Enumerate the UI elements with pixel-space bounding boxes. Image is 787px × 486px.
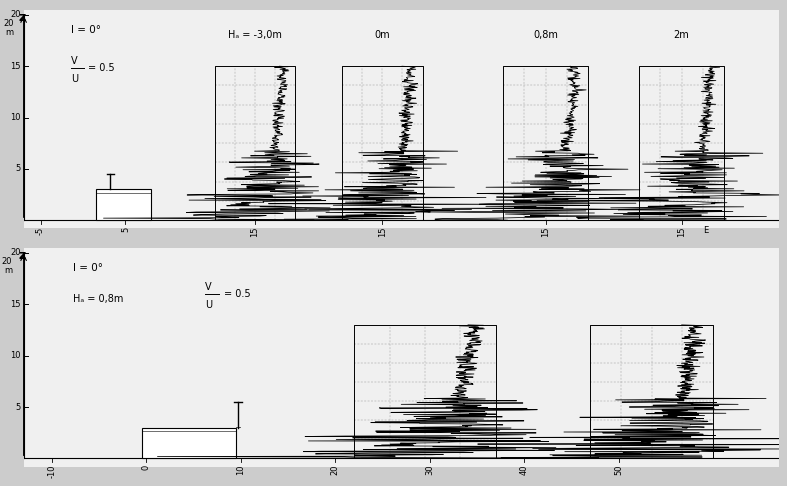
Text: 40: 40 [519,465,529,475]
Text: E: E [703,226,708,235]
Text: 15: 15 [677,226,686,237]
Text: U: U [71,74,78,85]
Text: 15: 15 [10,300,20,309]
Text: Hₐ = -3,0m: Hₐ = -3,0m [228,30,282,40]
Text: = 0.5: = 0.5 [224,289,250,299]
Text: 5: 5 [16,164,21,174]
Text: = 0.5: = 0.5 [88,63,114,73]
Text: -10: -10 [47,465,57,478]
Text: 5: 5 [121,226,130,232]
Text: 10: 10 [236,465,246,475]
Text: V: V [71,56,77,66]
Bar [142,428,236,458]
Text: 15: 15 [541,226,550,237]
Text: 20: 20 [2,257,13,266]
Text: 30: 30 [425,465,434,475]
Text: 5: 5 [16,402,20,412]
Text: l = 0°: l = 0° [72,263,103,274]
Text: 0: 0 [142,465,151,470]
Text: 10: 10 [10,351,20,360]
Text: 0,8m: 0,8m [534,30,558,40]
Text: m: m [6,28,13,37]
Text: 20: 20 [10,248,20,258]
Text: Hₐ = 0,8m: Hₐ = 0,8m [72,294,123,304]
Text: 10: 10 [10,113,21,122]
Text: V: V [205,282,212,292]
Text: 2m: 2m [674,30,689,40]
Text: 20: 20 [10,10,21,19]
Text: 15: 15 [10,62,21,70]
Text: 20: 20 [331,465,340,475]
Text: z: z [18,11,25,24]
Text: 50: 50 [614,465,623,475]
Text: 0m: 0m [375,30,390,40]
Text: z: z [18,249,25,262]
Text: -5: -5 [36,226,45,235]
Text: m: m [4,266,13,275]
Text: U: U [205,300,212,310]
Text: l = 0°: l = 0° [71,25,101,35]
Bar [96,190,151,220]
Text: 20: 20 [3,18,13,28]
Text: 15: 15 [250,226,260,237]
Text: 15: 15 [378,226,386,237]
